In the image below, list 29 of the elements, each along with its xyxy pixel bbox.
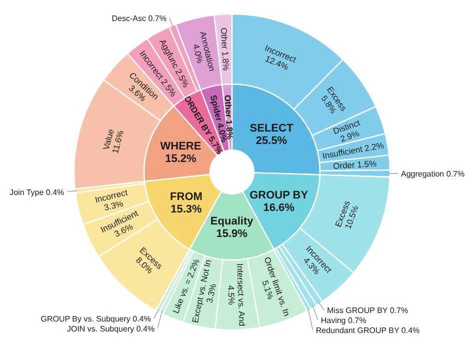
slice-label: Like vs. = (170, 277, 194, 315)
slice-label: GROUP BY (250, 189, 309, 202)
data-label: 16.6% (263, 202, 295, 214)
slice-label: Aggregation 0.7% (400, 170, 465, 179)
slice-label: Intersect vs. And (235, 263, 248, 327)
slice-label: Spider (208, 94, 225, 123)
slice-label: Insufficient (322, 144, 364, 161)
slice-label: Other (222, 94, 234, 119)
data-label: 15.2% (165, 153, 197, 166)
slice-label: FROM (170, 191, 202, 204)
slice-label: SELECT (250, 122, 294, 134)
slice-label: WHERE (160, 140, 202, 153)
data-label: 15.9% (216, 228, 248, 240)
slice-label: JOIN vs. Subquery 0.4% (66, 324, 155, 334)
slice-label: Order (332, 160, 356, 171)
data-label: 1.5% (354, 158, 378, 170)
slice-label: Equality (210, 216, 254, 228)
data-label: 15.3% (170, 204, 202, 216)
slice-label: GROUP By vs. Subquery 0.4% (40, 314, 151, 324)
data-label: 1.8% (220, 48, 232, 72)
data-label: 3.3% (204, 282, 218, 304)
data-label: 4.5% (226, 285, 237, 306)
slice-label: Desc-Asc 0.7% (112, 14, 166, 24)
data-label: 25.5% (256, 134, 288, 147)
slice-label: Miss GROUP BY 0.7% (327, 306, 408, 316)
slice-label: Having 0.7% (320, 316, 366, 326)
slice-label: Redundant GROUP BY 0.4% (316, 326, 420, 336)
slice-label: Other (218, 27, 230, 50)
slice-label: Join Type 0.4% (10, 188, 64, 197)
